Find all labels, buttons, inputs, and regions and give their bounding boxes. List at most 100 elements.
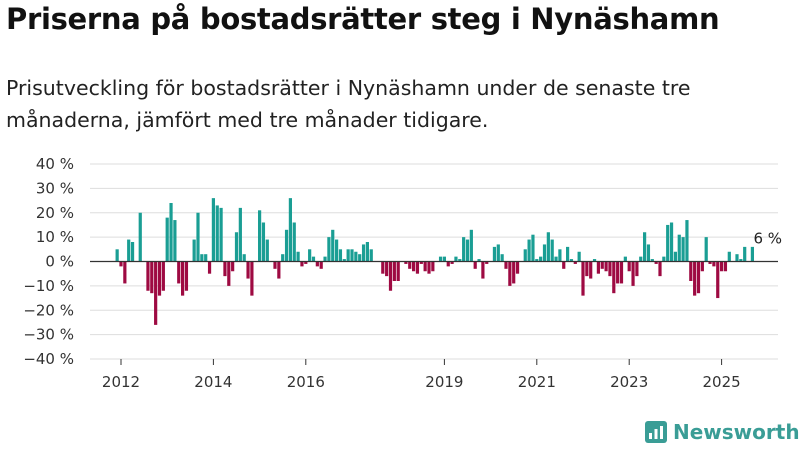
bar	[119, 261, 123, 267]
y-tick-label: −30 %	[23, 326, 74, 344]
bar	[743, 246, 747, 262]
chart-title: Priserna på bostadsrätter steg i Nynäsha…	[6, 2, 720, 36]
bar	[215, 205, 219, 262]
bar	[531, 234, 535, 262]
bar	[500, 254, 504, 262]
bar	[550, 239, 554, 262]
bar	[292, 222, 296, 262]
bar	[342, 259, 346, 262]
bar	[566, 246, 570, 262]
bars	[115, 198, 754, 325]
bar	[304, 261, 308, 264]
newsworthy-logo-icon	[645, 421, 667, 443]
bar	[442, 256, 446, 262]
bar	[369, 249, 373, 262]
bar	[723, 261, 728, 272]
bar	[319, 261, 323, 269]
bar	[600, 261, 604, 269]
bar	[273, 261, 277, 269]
bar	[308, 249, 312, 262]
bar	[596, 261, 600, 274]
bar	[327, 237, 331, 262]
bar	[288, 198, 292, 262]
bar	[219, 207, 223, 262]
bar	[412, 261, 416, 272]
bar	[589, 261, 593, 279]
x-tick-label: 2023	[610, 373, 648, 391]
bar	[485, 261, 489, 264]
bar	[150, 261, 154, 294]
bar	[204, 254, 208, 262]
bar	[562, 261, 566, 269]
bar	[246, 261, 250, 279]
bar	[161, 261, 165, 291]
bar	[157, 261, 162, 296]
bar	[427, 261, 431, 274]
bar	[527, 239, 531, 262]
bar	[284, 229, 289, 262]
bar	[450, 261, 454, 264]
bar	[184, 261, 189, 291]
bar	[415, 261, 420, 274]
bar	[727, 251, 731, 262]
bar	[265, 239, 269, 262]
bar	[227, 261, 231, 286]
bar	[473, 261, 477, 269]
bar	[627, 261, 631, 272]
y-tick-label: −10 %	[23, 277, 74, 295]
x-tick-label: 2012	[102, 373, 140, 391]
x-tick-label: 2016	[287, 373, 325, 391]
bar	[546, 232, 550, 262]
bar	[192, 239, 196, 262]
bar	[123, 261, 127, 284]
bar	[685, 220, 689, 262]
bar	[512, 261, 516, 284]
bar	[211, 198, 215, 262]
bar	[650, 259, 654, 262]
bar	[196, 212, 200, 262]
bar	[492, 246, 497, 262]
bar	[277, 261, 281, 279]
x-tick-label: 2014	[194, 373, 232, 391]
bar	[419, 261, 423, 264]
bar	[438, 256, 443, 262]
bar	[693, 261, 697, 296]
bar	[350, 249, 354, 262]
x-tick-label: 2019	[425, 373, 463, 391]
bar	[673, 251, 677, 262]
bar	[281, 254, 285, 262]
chart-subtitle: Prisutveckling för bostadsrätter i Nynäs…	[6, 76, 691, 132]
bar	[361, 244, 366, 262]
y-tick-label: 10 %	[36, 228, 74, 246]
bar	[300, 261, 304, 267]
bar	[200, 254, 204, 262]
bar	[223, 261, 227, 277]
bar	[177, 261, 181, 284]
bar	[296, 251, 300, 262]
bar	[666, 224, 670, 262]
bar	[423, 261, 427, 272]
bar	[612, 261, 616, 294]
bar	[735, 254, 739, 262]
bar	[338, 249, 343, 262]
bar	[623, 256, 627, 262]
bar	[404, 261, 408, 264]
bar	[346, 249, 350, 262]
bar	[558, 249, 562, 262]
bar	[169, 203, 173, 262]
bar	[504, 261, 508, 269]
bar	[138, 212, 142, 262]
bar	[207, 261, 212, 274]
bar	[523, 249, 527, 262]
bar	[646, 244, 651, 262]
bar	[446, 261, 450, 267]
bar	[396, 261, 400, 281]
brand: Newsworthy	[645, 420, 800, 444]
bar	[535, 259, 539, 262]
bar	[708, 261, 712, 264]
bar	[146, 261, 150, 291]
bar	[539, 256, 543, 262]
bar	[608, 261, 612, 277]
x-tick-label: 2021	[518, 373, 556, 391]
bar	[388, 261, 393, 291]
